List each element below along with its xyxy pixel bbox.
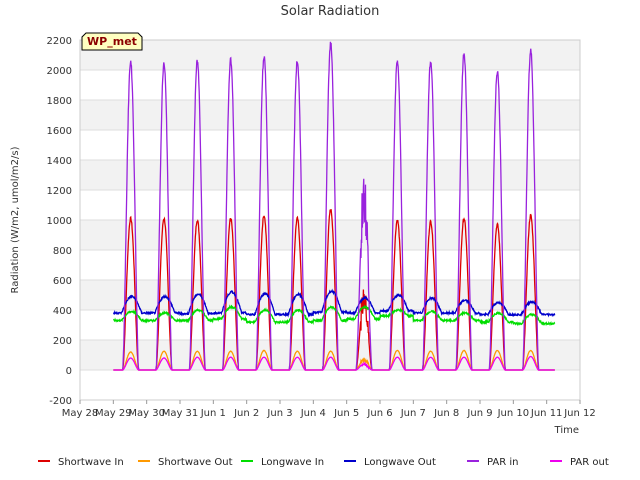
x-tick-label: Jun 3 bbox=[266, 408, 292, 419]
x-tick-label: Jun 5 bbox=[333, 408, 359, 419]
y-tick-label: 1000 bbox=[47, 216, 72, 227]
legend-label: Longwave In bbox=[261, 457, 324, 468]
x-tick-label: Jun 9 bbox=[466, 408, 492, 419]
series-line-longwave-out bbox=[112, 288, 556, 318]
y-tick-label: 800 bbox=[53, 246, 72, 257]
y-tick-label: 2000 bbox=[47, 66, 72, 77]
legend-label: PAR out bbox=[570, 457, 609, 468]
y-tick-label: 1600 bbox=[47, 126, 72, 137]
station-badge-label: WP_met bbox=[87, 35, 137, 48]
legend-label: PAR in bbox=[487, 457, 518, 468]
x-tick-label: Jun 4 bbox=[300, 408, 326, 419]
legend-label: Shortwave In bbox=[58, 457, 124, 468]
x-tick-label: Jun 2 bbox=[233, 408, 259, 419]
y-tick-label: 200 bbox=[53, 336, 72, 347]
y-tick-label: 1400 bbox=[47, 156, 72, 167]
y-tick-label: 2200 bbox=[47, 36, 72, 47]
x-tick-label: Jun 7 bbox=[400, 408, 426, 419]
x-tick-label: Jun 11 bbox=[530, 408, 563, 419]
x-tick-label: Jun 6 bbox=[366, 408, 392, 419]
y-axis: -200 0 200 400 600 800 1000 1200 1400 1600 1800 200… bbox=[47, 36, 72, 407]
series-lines bbox=[112, 41, 556, 371]
station-badge-box bbox=[81, 32, 143, 51]
grid-band bbox=[80, 160, 580, 190]
chart-title: Solar Radiation bbox=[281, 4, 380, 19]
x-tick-label: Jun 10 bbox=[497, 408, 530, 419]
y-tick-label: 400 bbox=[53, 306, 72, 317]
x-tick-label: May 29 bbox=[95, 408, 132, 419]
plot-border bbox=[79, 39, 581, 401]
grid-band bbox=[80, 340, 580, 370]
x-tick-label: Jun 8 bbox=[433, 408, 459, 419]
y-tick-label: -200 bbox=[49, 396, 72, 407]
legend-label: Longwave Out bbox=[364, 457, 436, 468]
y-tick-label: 600 bbox=[53, 276, 72, 287]
x-tick-label: May 30 bbox=[128, 408, 165, 419]
grid-band bbox=[80, 100, 580, 130]
legend: Shortwave In Shortwave Out Longwave In Long… bbox=[38, 457, 609, 468]
x-tick-label: May 28 bbox=[62, 408, 99, 419]
y-tick-label: 1800 bbox=[47, 96, 72, 107]
y-tick-label: 1200 bbox=[47, 186, 72, 197]
series-line-par-out bbox=[113, 355, 555, 371]
station-badge: WP_met bbox=[81, 32, 143, 51]
series-line-longwave-in bbox=[112, 304, 556, 327]
x-axis-label: Time bbox=[554, 425, 579, 436]
legend-label: Shortwave Out bbox=[158, 457, 233, 468]
grid-band bbox=[80, 280, 580, 310]
x-tick-label: Jun 12 bbox=[563, 408, 596, 419]
y-axis-label: Radiation (W/m2, umol/m2/s) bbox=[10, 146, 21, 293]
x-tick-label: May 31 bbox=[162, 408, 199, 419]
y-tick-label: 0 bbox=[66, 366, 72, 377]
grid-band bbox=[80, 220, 580, 250]
x-tick-label: Jun 1 bbox=[200, 408, 226, 419]
